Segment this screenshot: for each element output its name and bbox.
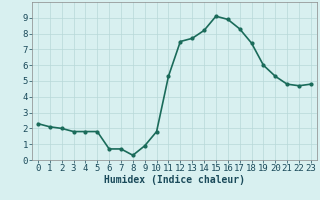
X-axis label: Humidex (Indice chaleur): Humidex (Indice chaleur) (104, 175, 245, 185)
